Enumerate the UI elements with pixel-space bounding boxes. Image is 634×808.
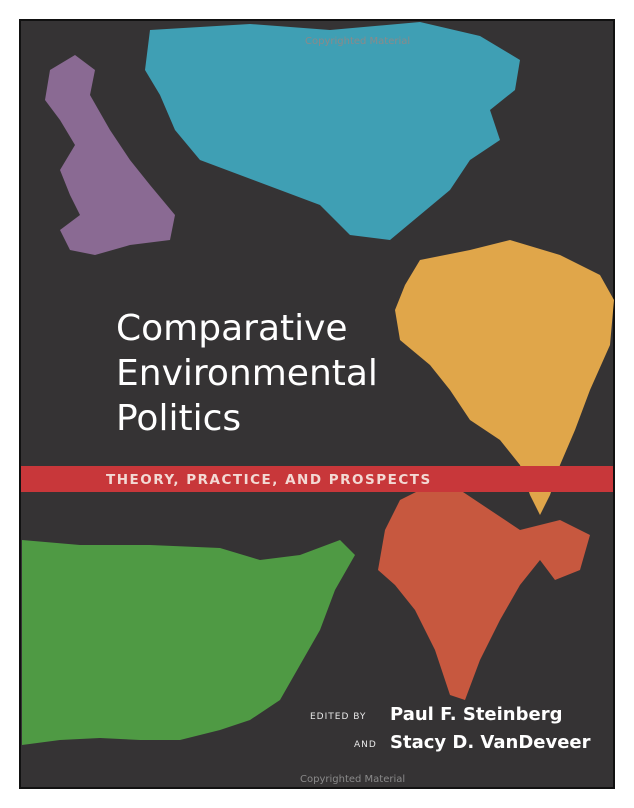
watermark-top: Copyrighted Material [305,36,410,47]
editors-conjunction: AND [354,740,377,750]
title-line: Environmental [116,353,378,394]
title-line: Politics [116,398,241,439]
editor-name: Stacy D. VanDeveer [390,732,591,753]
editor-name: Paul F. Steinberg [390,704,562,725]
book-cover: Copyrighted Material Comparative Environ… [0,0,634,808]
page: {"header": {"watermark": "Copyrighted Ma… [0,0,634,808]
editors-label: EDITED BY [310,712,366,722]
watermark-bottom: Copyrighted Material [300,774,405,785]
subtitle: THEORY, PRACTICE, AND PROSPECTS [106,472,432,488]
title-line: Comparative [116,308,348,349]
